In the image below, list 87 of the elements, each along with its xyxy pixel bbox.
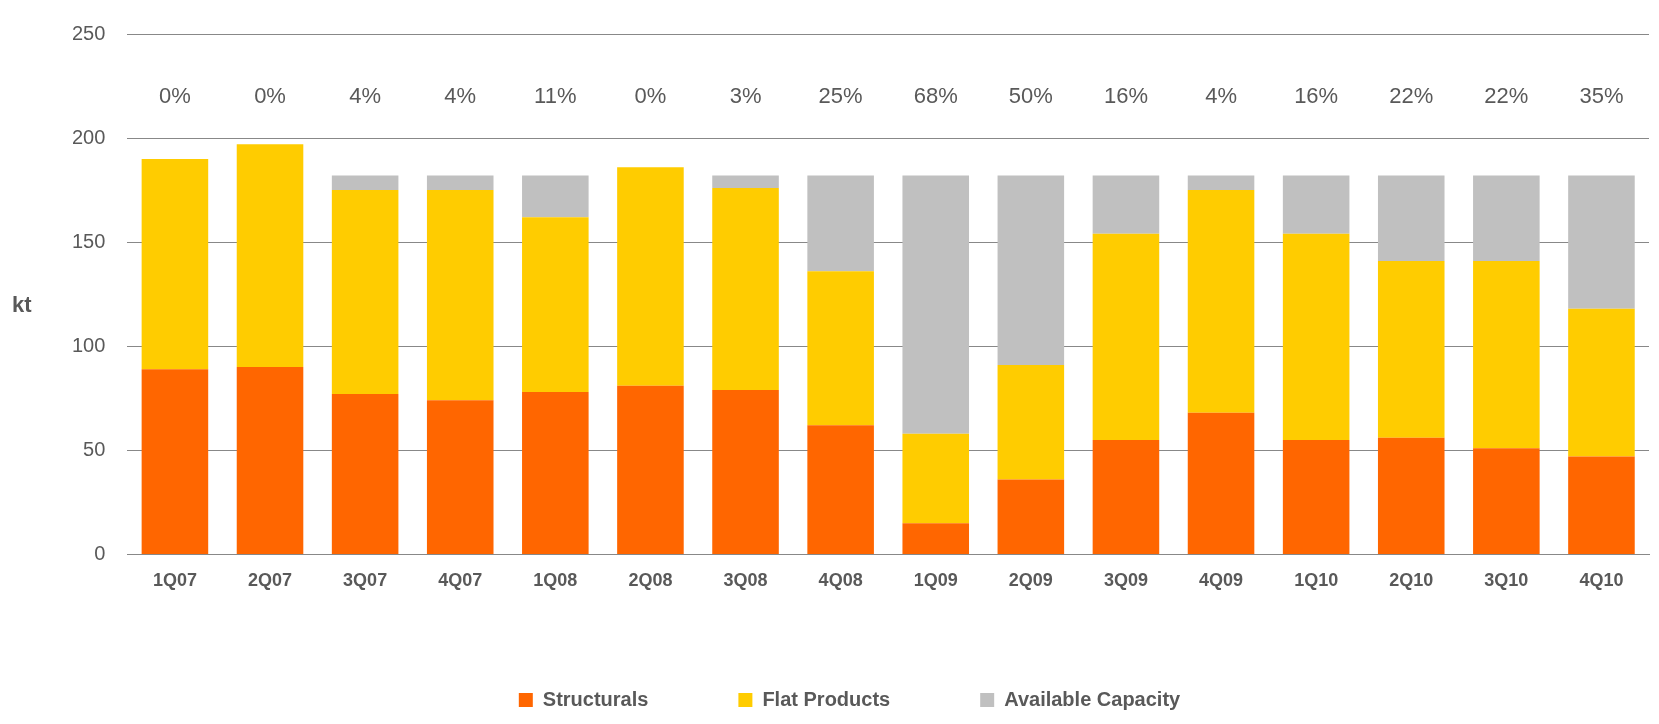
- y-tick-label: 0: [94, 541, 106, 564]
- bar: [426, 190, 494, 401]
- bar: [997, 175, 1065, 365]
- annotation: 0%: [634, 82, 667, 108]
- bar: [1282, 175, 1350, 234]
- bar: [331, 190, 399, 395]
- bar: [1092, 233, 1160, 440]
- bar: [902, 433, 970, 524]
- bar: [1473, 448, 1540, 554]
- legend-label: Available Capacity: [1004, 687, 1182, 710]
- bar: [522, 392, 589, 554]
- annotation: 16%: [1103, 82, 1148, 108]
- bar: [807, 175, 874, 272]
- x-tick-label: 2Q07: [248, 570, 293, 591]
- y-tick-label: 150: [71, 229, 106, 252]
- bar: [1282, 439, 1350, 554]
- annotation: 22%: [1389, 82, 1434, 108]
- x-tick-label: 3Q10: [1484, 570, 1529, 591]
- bar: [1187, 175, 1255, 191]
- bar: [807, 425, 874, 554]
- bar: [997, 479, 1065, 554]
- bar: [1568, 456, 1635, 554]
- bar: [807, 271, 874, 426]
- annotation: 4%: [1205, 82, 1237, 108]
- x-tick-label: 2Q10: [1389, 570, 1434, 591]
- y-tick-label: 50: [83, 437, 106, 460]
- x-tick-label: 1Q08: [533, 570, 578, 591]
- bar: [1377, 437, 1445, 554]
- x-tick-label: 2Q08: [628, 570, 673, 591]
- x-tick-label: 4Q08: [818, 570, 863, 591]
- annotation: 0%: [159, 82, 191, 108]
- bar: [712, 175, 779, 189]
- bar: [712, 188, 779, 390]
- x-tick-label: 4Q10: [1579, 570, 1624, 591]
- bar: [617, 167, 684, 386]
- annotation: 0%: [254, 82, 286, 108]
- bar: [522, 217, 589, 393]
- x-tick-label: 3Q07: [343, 570, 388, 591]
- annotation: 35%: [1579, 82, 1624, 108]
- bar: [1568, 175, 1635, 309]
- bar: [1282, 233, 1350, 440]
- bar: [236, 144, 304, 368]
- annotation: 3%: [729, 82, 762, 108]
- annotation: 4%: [349, 82, 382, 108]
- annotation: 22%: [1484, 82, 1529, 108]
- bar: [1092, 439, 1160, 554]
- bar: [141, 158, 209, 370]
- x-tick-label: 1Q09: [913, 570, 958, 591]
- bar: [617, 385, 684, 554]
- y-tick-label: 250: [71, 21, 106, 44]
- bar: [902, 175, 970, 434]
- bar: [1187, 190, 1255, 413]
- annotation: 16%: [1294, 82, 1339, 108]
- annotation: 50%: [1008, 82, 1053, 108]
- x-tick-label: 4Q09: [1199, 570, 1244, 591]
- bar: [902, 523, 970, 554]
- x-tick-label: 1Q07: [152, 570, 197, 591]
- bar: [1092, 175, 1160, 234]
- bar: [141, 369, 209, 554]
- y-axis-title: kt: [12, 292, 33, 318]
- x-tick-label: 3Q08: [723, 570, 768, 591]
- bar: [522, 175, 589, 218]
- bar: [997, 364, 1065, 480]
- bar: [1473, 260, 1540, 449]
- bar: [236, 367, 304, 554]
- y-tick-label: 100: [71, 333, 106, 356]
- annotation: 68%: [913, 82, 958, 108]
- bar: [1187, 412, 1255, 554]
- bar: [331, 175, 399, 191]
- bar: [712, 389, 779, 554]
- annotation: 25%: [818, 82, 863, 108]
- bar: [1377, 260, 1445, 438]
- bar: [331, 394, 399, 554]
- annotation: 11%: [534, 82, 577, 108]
- bar: [1568, 308, 1635, 457]
- annotation: 4%: [444, 82, 477, 108]
- bar: [426, 175, 494, 191]
- y-tick-label: 200: [71, 125, 106, 148]
- x-tick-label: 2Q09: [1008, 570, 1053, 591]
- x-tick-label: 3Q09: [1103, 570, 1148, 591]
- x-tick-label: 4Q07: [438, 570, 483, 591]
- bar: [1473, 175, 1540, 261]
- legend-label: Flat Products: [762, 687, 891, 710]
- bar: [1377, 175, 1445, 261]
- legend-label: Structurals: [542, 687, 649, 710]
- x-tick-label: 1Q10: [1294, 570, 1339, 591]
- bar: [426, 400, 494, 554]
